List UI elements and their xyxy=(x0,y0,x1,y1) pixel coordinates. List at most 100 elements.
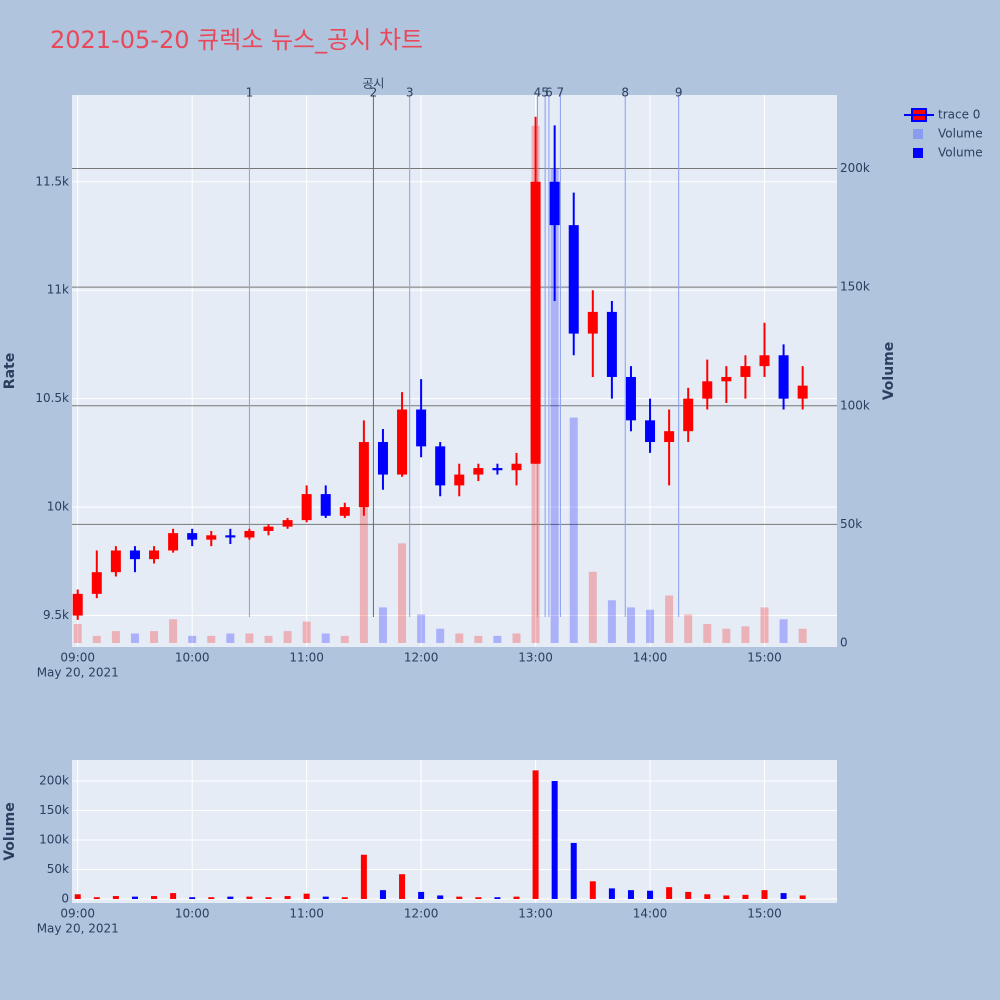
candle-body xyxy=(339,507,350,516)
volume-bar xyxy=(475,897,482,899)
y-tick-label: 0 xyxy=(61,891,69,905)
candle-body xyxy=(759,355,770,367)
volume-bar xyxy=(494,897,501,899)
volume-bar xyxy=(437,895,444,899)
x-tick-label: 14:00 xyxy=(633,907,668,921)
volume-bar xyxy=(646,609,655,643)
y-tick-label: 11.5k xyxy=(35,174,69,188)
volume-bar xyxy=(399,874,406,899)
x-tick-label: 09:00 xyxy=(60,907,95,921)
y2-tick-label: 0 xyxy=(840,635,848,649)
volume-bar xyxy=(265,897,272,899)
volume-bar xyxy=(74,894,81,899)
volume-bar xyxy=(684,614,693,643)
candle-body xyxy=(645,420,656,443)
x-tick-label: 15:00 xyxy=(747,651,782,665)
y-tick-label: 150k xyxy=(39,803,69,817)
volume-bar xyxy=(303,893,310,899)
y2-tick-label: 200k xyxy=(840,161,870,175)
volume-bar xyxy=(360,854,367,899)
volume-bar xyxy=(607,600,616,643)
x-tick-label: 11:00 xyxy=(289,907,324,921)
candle-body xyxy=(797,385,808,399)
volume-bar xyxy=(131,896,138,899)
event-label: 3 xyxy=(406,86,414,100)
y-tick-label: 9.5k xyxy=(43,608,69,622)
volume-bar xyxy=(666,887,673,899)
x-tick-label: 13:00 xyxy=(518,907,553,921)
candle-body xyxy=(110,550,121,573)
candle-body xyxy=(511,463,522,471)
candle-body xyxy=(568,225,579,334)
event-label: 6 xyxy=(545,86,553,100)
candle-body xyxy=(683,398,694,432)
plot-area xyxy=(72,95,837,647)
volume-bar xyxy=(226,633,235,643)
volume-bar xyxy=(245,633,254,643)
volume-bar xyxy=(647,890,654,899)
candle-body xyxy=(244,530,255,538)
volume-bar xyxy=(760,607,769,643)
legend-label: Volume xyxy=(938,127,983,141)
event-label: 2 xyxy=(370,86,378,100)
volume-bar xyxy=(92,635,101,643)
volume-bar xyxy=(340,635,349,643)
candle-body xyxy=(587,311,598,334)
y2-tick-label: 100k xyxy=(840,398,870,412)
volume-bar xyxy=(246,896,253,899)
candle-body xyxy=(530,181,541,464)
volume-bar xyxy=(188,635,197,643)
candle-body xyxy=(282,520,293,527)
volume-bar xyxy=(588,571,597,643)
candle-body xyxy=(664,431,675,443)
volume-bar xyxy=(302,621,311,643)
volume-bar xyxy=(703,623,712,643)
volume-bar xyxy=(130,633,139,643)
volume-bar xyxy=(379,890,386,899)
candle-body xyxy=(721,376,732,382)
x-tick-label: 14:00 xyxy=(633,651,668,665)
candle-body xyxy=(492,468,503,471)
candle-body xyxy=(740,366,751,377)
candle-body xyxy=(91,572,102,594)
volume-bar xyxy=(474,635,483,643)
candle-body xyxy=(778,355,789,399)
volume-bar xyxy=(417,614,426,643)
volume-bar xyxy=(322,896,329,899)
y-tick-label: 10.5k xyxy=(35,391,69,405)
volume-bar xyxy=(665,595,674,643)
candle-body xyxy=(377,442,388,475)
volume-bar xyxy=(722,628,731,643)
event-label: 8 xyxy=(621,86,629,100)
x-tick-label: 10:00 xyxy=(175,907,210,921)
candle-body xyxy=(129,550,140,560)
volume-bar xyxy=(93,897,100,899)
volume-bar xyxy=(570,842,577,899)
candle-body xyxy=(397,409,408,475)
event-label: 5 xyxy=(541,86,549,100)
x-tick-label: 11:00 xyxy=(289,651,324,665)
volume-bar xyxy=(704,894,711,899)
volume-bar xyxy=(608,888,615,899)
legend-label: Volume xyxy=(938,146,983,160)
volume-bar xyxy=(493,635,502,643)
volume-bar xyxy=(112,896,119,899)
y-tick-label: 10k xyxy=(47,500,69,514)
candle-body xyxy=(702,381,713,399)
candle-body xyxy=(473,468,484,475)
event-label: 4 xyxy=(534,86,542,100)
volume-bar xyxy=(264,635,273,643)
volume-bar xyxy=(551,781,558,899)
candle-body xyxy=(206,535,217,540)
candle-body xyxy=(168,533,179,551)
volume-bar xyxy=(685,891,692,899)
candle-body xyxy=(225,535,236,538)
volume-bar xyxy=(73,623,82,643)
volume-bar xyxy=(208,897,215,899)
volume-bar xyxy=(512,633,521,643)
volume-bar xyxy=(589,881,596,899)
x-tick-label: 15:00 xyxy=(747,907,782,921)
x-tick-label: 12:00 xyxy=(404,907,439,921)
x-tick-label: 13:00 xyxy=(518,651,553,665)
plot-area xyxy=(72,760,837,903)
